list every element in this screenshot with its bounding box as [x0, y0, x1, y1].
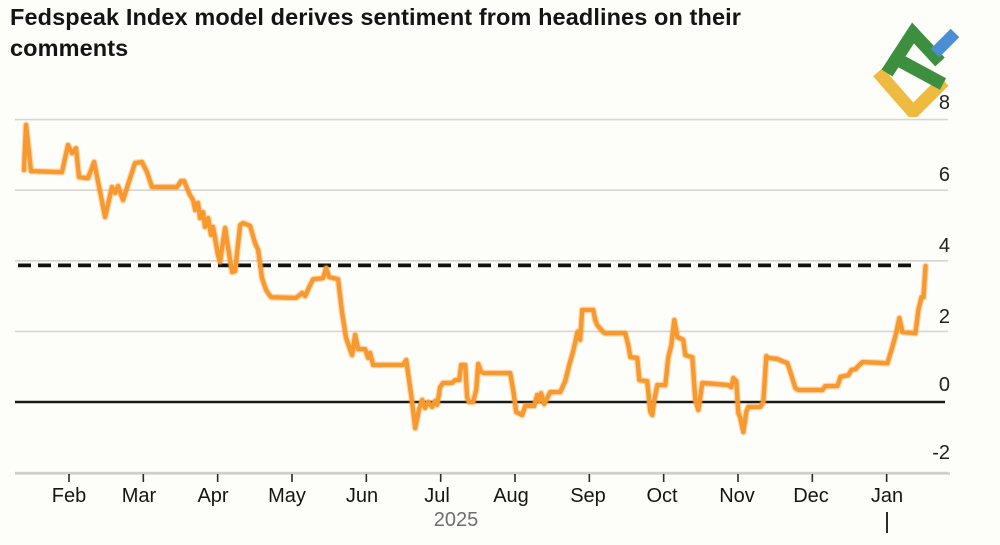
x-axis-year-label: 2025 — [433, 509, 479, 531]
y-axis-label: 2 — [938, 306, 950, 328]
x-axis-label-feb: Feb — [51, 485, 87, 507]
x-axis-label-dec: Dec — [793, 485, 829, 507]
x-axis-label-sep: Sep — [570, 485, 606, 507]
x-axis-label-jul: Jul — [424, 485, 450, 507]
chart-title: Fedspeak Index model derives sentiment f… — [10, 4, 741, 62]
x-axis-label-oct: Oct — [646, 485, 678, 507]
x-axis-label-apr: Apr — [197, 485, 229, 507]
y-axis-label: 0 — [938, 374, 950, 396]
x-axis-label-jun: Jun — [345, 485, 379, 507]
x-axis-label-mar: Mar — [121, 485, 157, 507]
y-axis-label: 4 — [938, 235, 950, 257]
x-axis-label-jan: Jan — [870, 485, 904, 507]
x-axis-label-aug: Aug — [493, 485, 529, 507]
brand-logo-icon — [873, 22, 960, 117]
year-boundary-marker — [886, 512, 888, 533]
y-axis-label: 8 — [938, 92, 950, 114]
x-axis-label-nov: Nov — [719, 485, 755, 507]
y-axis-label: -2 — [932, 442, 950, 464]
x-axis-label-may: May — [268, 485, 306, 507]
y-axis-label: 6 — [938, 164, 950, 186]
